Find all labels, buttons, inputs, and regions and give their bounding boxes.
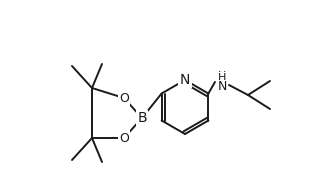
Text: H
N: H N: [218, 71, 226, 93]
Text: N: N: [180, 73, 190, 87]
Text: O: O: [119, 131, 129, 144]
Text: N: N: [217, 80, 227, 93]
Text: O: O: [119, 92, 129, 105]
Text: B: B: [137, 111, 147, 125]
Text: H: H: [218, 73, 226, 83]
